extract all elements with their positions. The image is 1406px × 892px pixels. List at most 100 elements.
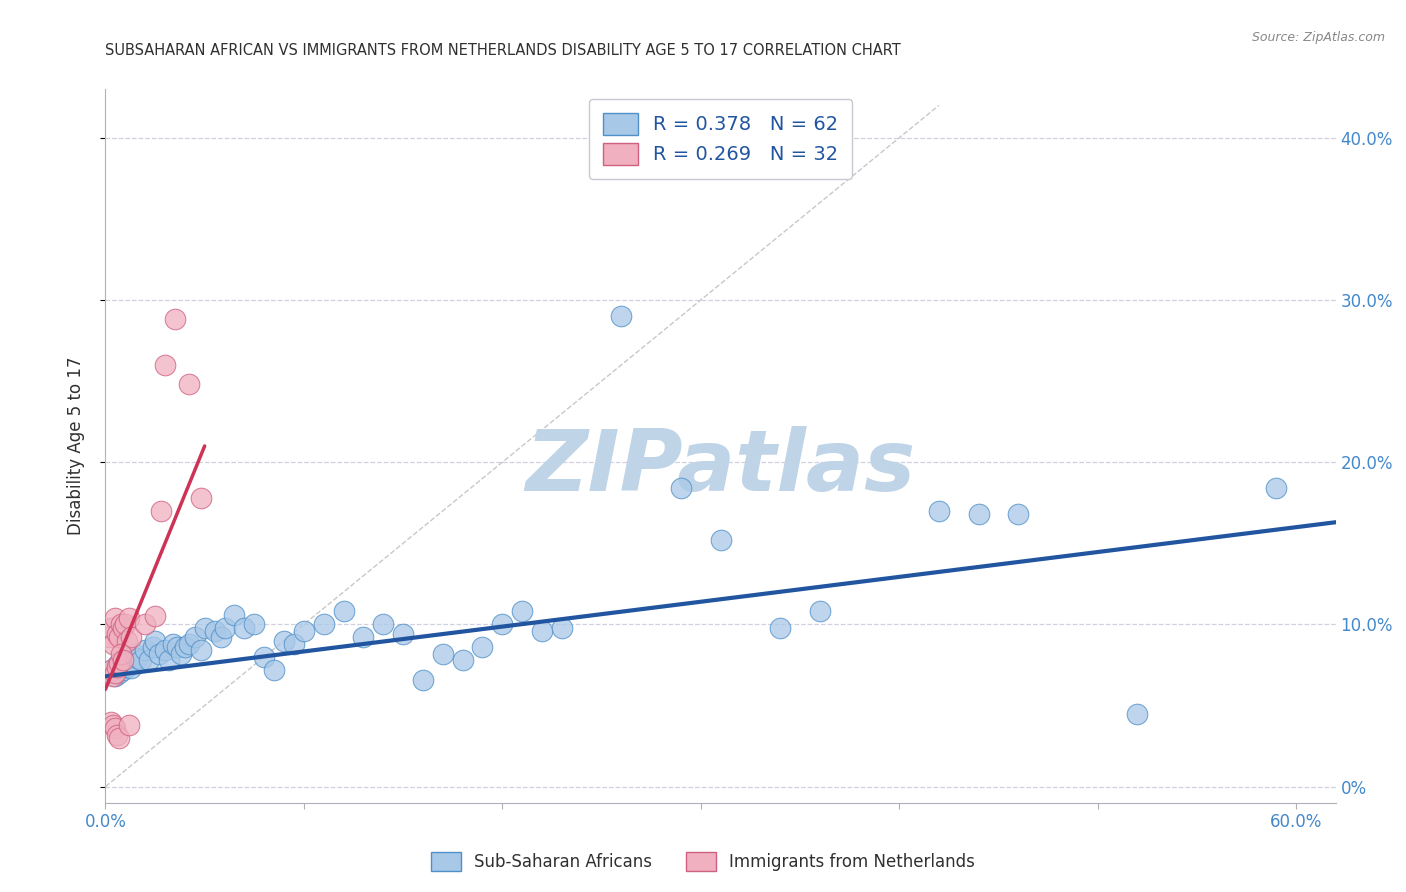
Point xyxy=(491,617,513,632)
Point xyxy=(134,617,156,632)
Point xyxy=(769,621,792,635)
Point xyxy=(105,659,128,673)
Point xyxy=(808,604,831,618)
Point xyxy=(184,631,207,645)
Point xyxy=(153,643,176,657)
Point xyxy=(1126,706,1149,721)
Y-axis label: Disability Age 5 to 17: Disability Age 5 to 17 xyxy=(66,357,84,535)
Point xyxy=(157,653,180,667)
Point xyxy=(153,358,176,372)
Point xyxy=(204,624,226,638)
Point xyxy=(292,624,315,638)
Point xyxy=(118,657,141,671)
Point xyxy=(143,633,166,648)
Point xyxy=(100,663,122,677)
Point xyxy=(170,647,193,661)
Point xyxy=(114,649,136,664)
Point xyxy=(1007,507,1029,521)
Point xyxy=(143,609,166,624)
Point xyxy=(283,637,305,651)
Point xyxy=(177,377,200,392)
Point xyxy=(263,663,285,677)
Point xyxy=(103,718,125,732)
Point xyxy=(432,647,454,661)
Point xyxy=(190,491,212,505)
Point xyxy=(105,627,128,641)
Point xyxy=(110,617,132,632)
Point xyxy=(1265,481,1288,495)
Point xyxy=(120,661,142,675)
Point xyxy=(451,653,474,667)
Point xyxy=(273,633,295,648)
Point xyxy=(138,653,160,667)
Point xyxy=(129,653,152,667)
Point xyxy=(373,617,395,632)
Point xyxy=(253,649,276,664)
Point xyxy=(471,640,494,654)
Point xyxy=(110,653,132,667)
Point xyxy=(928,504,950,518)
Point xyxy=(108,657,131,671)
Point xyxy=(352,631,374,645)
Point xyxy=(105,728,128,742)
Legend: R = 0.378   N = 62, R = 0.269   N = 32: R = 0.378 N = 62, R = 0.269 N = 32 xyxy=(589,99,852,178)
Point xyxy=(312,617,335,632)
Point xyxy=(114,617,136,632)
Point xyxy=(163,312,186,326)
Legend: Sub-Saharan Africans, Immigrants from Netherlands: Sub-Saharan Africans, Immigrants from Ne… xyxy=(423,843,983,880)
Point xyxy=(104,669,127,683)
Point xyxy=(224,607,246,622)
Point xyxy=(243,617,266,632)
Point xyxy=(120,631,142,645)
Point xyxy=(669,481,692,495)
Point xyxy=(530,624,553,638)
Point xyxy=(100,663,122,677)
Point xyxy=(150,504,173,518)
Point xyxy=(110,647,132,661)
Point xyxy=(510,604,533,618)
Point xyxy=(124,647,146,661)
Point xyxy=(177,637,200,651)
Point xyxy=(173,640,195,654)
Point xyxy=(551,621,574,635)
Point xyxy=(112,621,135,635)
Point xyxy=(103,669,125,683)
Point xyxy=(610,310,633,324)
Point xyxy=(112,653,135,667)
Point xyxy=(98,631,121,645)
Text: ZIPatlas: ZIPatlas xyxy=(526,425,915,509)
Point xyxy=(142,640,165,654)
Point xyxy=(112,663,135,677)
Point xyxy=(710,533,733,547)
Point xyxy=(166,640,188,654)
Text: Source: ZipAtlas.com: Source: ZipAtlas.com xyxy=(1251,31,1385,45)
Point xyxy=(104,611,127,625)
Point xyxy=(412,673,434,687)
Point xyxy=(967,507,990,521)
Point xyxy=(194,621,217,635)
Point xyxy=(118,718,141,732)
Point xyxy=(117,633,139,648)
Point xyxy=(108,666,131,681)
Point xyxy=(134,643,156,657)
Point xyxy=(392,627,415,641)
Point xyxy=(127,651,149,665)
Point xyxy=(233,621,256,635)
Point xyxy=(332,604,354,618)
Point xyxy=(117,659,139,673)
Point xyxy=(108,731,131,745)
Point xyxy=(105,657,128,672)
Point xyxy=(190,643,212,657)
Point xyxy=(209,631,232,645)
Point xyxy=(100,621,122,635)
Point xyxy=(103,637,125,651)
Point xyxy=(162,637,184,651)
Text: SUBSAHARAN AFRICAN VS IMMIGRANTS FROM NETHERLANDS DISABILITY AGE 5 TO 17 CORRELA: SUBSAHARAN AFRICAN VS IMMIGRANTS FROM NE… xyxy=(105,43,901,58)
Point xyxy=(104,721,127,735)
Point xyxy=(214,621,236,635)
Point xyxy=(104,666,127,681)
Point xyxy=(118,611,141,625)
Point xyxy=(148,647,170,661)
Point xyxy=(108,631,131,645)
Point xyxy=(100,714,122,729)
